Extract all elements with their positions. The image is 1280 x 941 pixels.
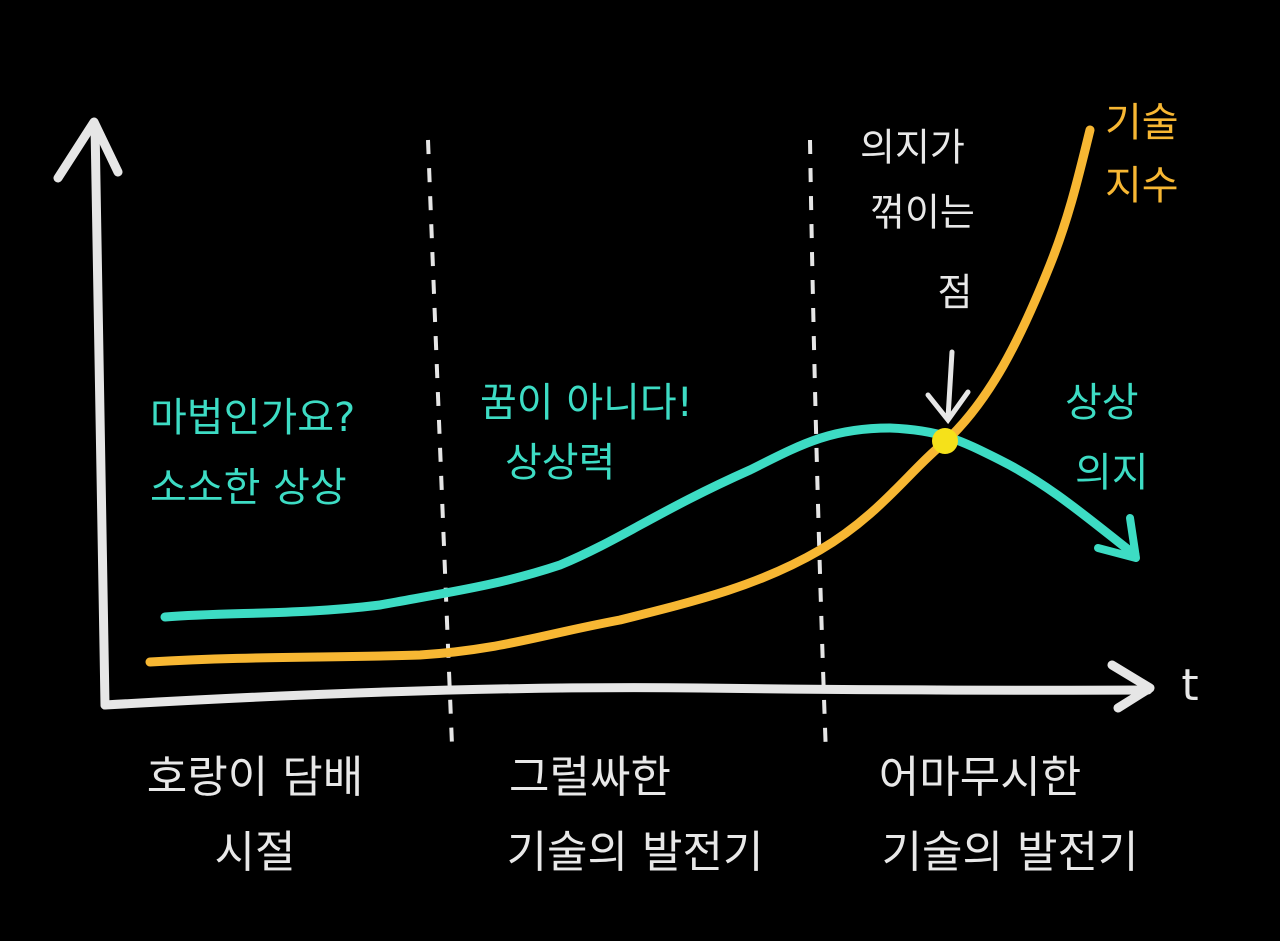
y-axis [90,120,110,710]
era-label: 호랑이 담배 [147,752,363,803]
y-arrow [53,117,123,183]
point-arrow [925,349,971,425]
x-axis [100,683,1153,710]
curve-label: 지수 [1105,163,1179,209]
annotation: 의지가 [860,126,965,170]
annotation: 마법인가요? [150,395,355,441]
annotation: 상상력 [505,440,615,486]
curve-arrow [1094,514,1140,562]
curve-label: 기술 [1105,100,1179,146]
annotation: 꿈이 아니다! [480,380,693,426]
tech-curve [145,125,1095,667]
axes [53,117,1155,713]
imagination-curve [160,423,1140,622]
curve-label: 상상 [1065,380,1139,426]
annotation: 꺾이는 [870,191,975,235]
era-label: 기술의 발전기 [507,827,764,878]
crossing-point [932,428,958,454]
era-label: 그럴싸한 [509,752,671,803]
x-arrow [1107,660,1155,713]
divider [808,139,828,756]
annotation: 점 [938,271,973,315]
era-label: 기술의 발전기 [882,827,1139,878]
dividers [426,139,828,756]
divider [426,139,454,746]
era-label: 어마무시한 [879,752,1081,803]
curve-label: 의지 [1075,450,1149,496]
annotation: 소소한 상상 [150,465,347,511]
x-axis-label: t [1181,660,1198,711]
era-label: 시절 [215,827,296,878]
